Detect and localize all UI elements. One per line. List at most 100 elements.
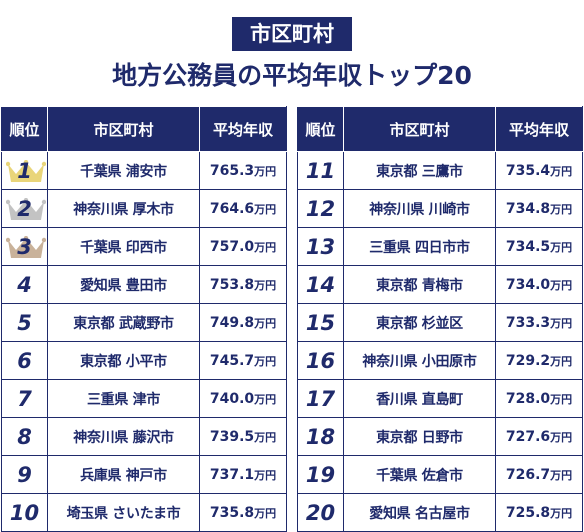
city-name: 直島町 <box>421 391 463 408</box>
table-row: 19 千葉県 佐倉市 726.7万円 <box>297 455 583 494</box>
salary-cell: 757.0万円 <box>199 227 287 266</box>
rank-number: 13 <box>305 234 336 259</box>
rank-cell: 14 <box>297 265 344 304</box>
city-cell: 東京都 三鷹市 <box>343 151 496 190</box>
salary-unit: 万円 <box>254 392 277 406</box>
prefecture-name: 神奈川県 <box>73 201 129 218</box>
rank-number: 12 <box>305 196 336 221</box>
salary-unit: 万円 <box>550 316 573 330</box>
salary-unit: 万円 <box>550 278 573 292</box>
city-name: 厚木市 <box>132 201 174 218</box>
table-row: 18 東京都 日野市 727.6万円 <box>297 417 583 456</box>
salary-value: 725.8 <box>505 504 551 521</box>
city-cell: 兵庫県 神戸市 <box>47 455 200 494</box>
header-city: 市区町村 <box>47 106 200 152</box>
rank-cell: 7 <box>1 379 48 418</box>
prefecture-name: 東京都 <box>376 315 418 332</box>
prefecture-name: 千葉県 <box>80 239 122 256</box>
salary-value: 727.6 <box>505 428 551 445</box>
salary-value: 757.0 <box>209 238 255 255</box>
rank-cell: 1 <box>1 151 48 190</box>
salary-cell: 734.8万円 <box>495 189 583 228</box>
salary-value: 734.0 <box>505 276 551 293</box>
salary-unit: 万円 <box>254 316 277 330</box>
city-cell: 千葉県 浦安市 <box>47 151 200 190</box>
salary-value: 733.3 <box>505 314 551 331</box>
prefecture-name: 東京都 <box>376 163 418 180</box>
salary-unit: 万円 <box>550 468 573 482</box>
rank-cell: 10 <box>1 493 48 532</box>
salary-cell: 745.7万円 <box>199 341 287 380</box>
salary-value: 728.0 <box>505 390 551 407</box>
salary-value: 745.7 <box>209 352 255 369</box>
rank-cell: 11 <box>297 151 344 190</box>
rank-cell: 19 <box>297 455 344 494</box>
rank-number: 15 <box>305 310 336 335</box>
salary-value: 735.8 <box>209 504 255 521</box>
table-header-row: 順位 市区町村 平均年収 <box>297 106 583 152</box>
header-salary: 平均年収 <box>199 106 287 152</box>
rank-number: 19 <box>305 462 336 487</box>
table-row: 8 神奈川県 藤沢市 739.5万円 <box>1 417 287 456</box>
city-name: 佐倉市 <box>421 467 463 484</box>
salary-cell: 728.0万円 <box>495 379 583 418</box>
city-name: 武蔵野市 <box>118 315 174 332</box>
city-cell: 東京都 小平市 <box>47 341 200 380</box>
salary-unit: 万円 <box>550 506 573 520</box>
rank-cell: 15 <box>297 303 344 342</box>
table-row: 12 神奈川県 川崎市 734.8万円 <box>297 189 583 228</box>
city-cell: 東京都 杉並区 <box>343 303 496 342</box>
city-name: 青梅市 <box>421 277 463 294</box>
rank-cell: 6 <box>1 341 48 380</box>
table-row: 11 東京都 三鷹市 735.4万円 <box>297 151 583 190</box>
rank-number: 14 <box>305 272 336 297</box>
rank-number: 7 <box>17 386 32 411</box>
city-cell: 神奈川県 川崎市 <box>343 189 496 228</box>
city-cell: 千葉県 印西市 <box>47 227 200 266</box>
ranking-table-left: 順位 市区町村 平均年収 1 千葉県 浦安市 765.3万円 2 神奈川県 厚木市 764… <box>1 106 287 532</box>
salary-cell: 734.5万円 <box>495 227 583 266</box>
header-rank: 順位 <box>1 106 48 152</box>
salary-unit: 万円 <box>550 354 573 368</box>
table-row: 13 三重県 四日市市 734.5万円 <box>297 227 583 266</box>
salary-value: 729.2 <box>505 352 551 369</box>
salary-value: 737.1 <box>209 466 255 483</box>
rank-cell: 20 <box>297 493 344 532</box>
rank-cell: 12 <box>297 189 344 228</box>
salary-value: 735.4 <box>505 162 551 179</box>
city-name: 津市 <box>132 391 161 408</box>
salary-value: 734.8 <box>505 200 551 217</box>
city-cell: 香川県 直島町 <box>343 379 496 418</box>
salary-unit: 万円 <box>254 240 277 254</box>
rank-number: 20 <box>305 500 336 525</box>
prefecture-name: 三重県 <box>86 391 129 408</box>
city-name: さいたま市 <box>112 505 181 522</box>
city-name: 浦安市 <box>125 163 167 180</box>
prefecture-name: 神奈川県 <box>362 353 418 370</box>
prefecture-name: 神奈川県 <box>369 201 425 218</box>
salary-cell: 735.4万円 <box>495 151 583 190</box>
table-row: 10 埼玉県 さいたま市 735.8万円 <box>1 493 287 532</box>
table-row: 1 千葉県 浦安市 765.3万円 <box>1 151 287 190</box>
salary-cell: 729.2万円 <box>495 341 583 380</box>
city-cell: 三重県 四日市市 <box>343 227 496 266</box>
prefecture-name: 東京都 <box>376 277 418 294</box>
city-name: 小田原市 <box>421 353 477 370</box>
table-row: 7 三重県 津市 740.0万円 <box>1 379 287 418</box>
salary-unit: 万円 <box>550 392 573 406</box>
salary-unit: 万円 <box>254 202 277 216</box>
city-name: 豊田市 <box>125 277 167 294</box>
rank-cell: 5 <box>1 303 48 342</box>
rank-number: 4 <box>17 272 32 297</box>
rank-number: 17 <box>305 386 336 411</box>
prefecture-name: 三重県 <box>369 239 411 256</box>
table-row: 9 兵庫県 神戸市 737.1万円 <box>1 455 287 494</box>
city-cell: 千葉県 佐倉市 <box>343 455 496 494</box>
salary-value: 740.0 <box>209 390 255 407</box>
rank-number: 6 <box>17 348 32 373</box>
header-rank: 順位 <box>297 106 344 152</box>
page-title: 地方公務員の平均年収トップ20 <box>112 61 472 90</box>
ranking-table-right: 順位 市区町村 平均年収 11 東京都 三鷹市 735.4万円 12 神奈川県 川崎市 7… <box>297 106 583 532</box>
table-row: 4 愛知県 豊田市 753.8万円 <box>1 265 287 304</box>
salary-value: 726.7 <box>505 466 551 483</box>
